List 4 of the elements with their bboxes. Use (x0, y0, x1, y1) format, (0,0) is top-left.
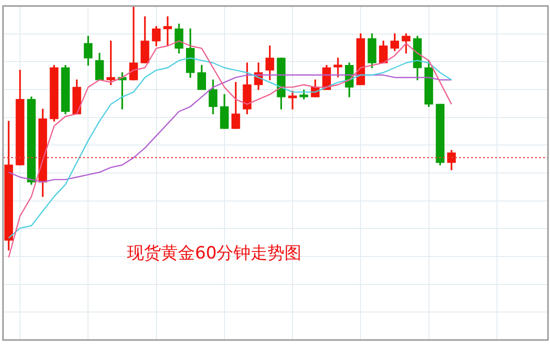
candlestick (288, 90, 297, 110)
candlestick (334, 58, 342, 78)
candlestick (129, 6, 138, 80)
annotation: 现货黄金60分钟走势图 (127, 243, 302, 264)
